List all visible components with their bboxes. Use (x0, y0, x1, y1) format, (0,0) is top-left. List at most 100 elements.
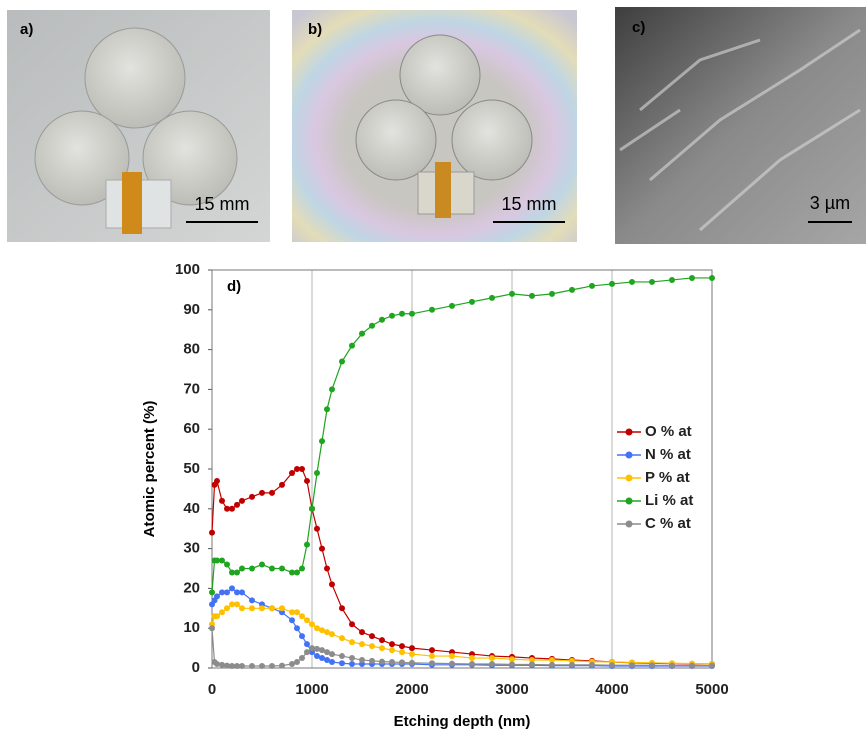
data-point (339, 358, 345, 365)
data-point (509, 661, 515, 668)
data-point (314, 625, 320, 632)
data-point (214, 661, 220, 668)
data-point (339, 635, 345, 642)
legend-label: P % at (645, 469, 690, 486)
y-tick-label: 30 (183, 540, 200, 557)
data-point (259, 663, 265, 670)
data-point (389, 641, 395, 648)
data-point (469, 298, 475, 305)
plot-frame (211, 269, 713, 669)
data-point (359, 629, 365, 636)
data-point (249, 605, 255, 612)
data-point (224, 605, 230, 612)
data-point (509, 656, 515, 663)
photo-c (615, 7, 866, 244)
data-point (249, 565, 255, 572)
data-point (289, 569, 295, 576)
data-point (669, 276, 675, 283)
data-point (409, 310, 415, 317)
data-point (304, 477, 310, 484)
data-point (309, 645, 315, 652)
data-point (239, 605, 245, 612)
data-point (509, 290, 515, 297)
y-tick-label: 10 (183, 619, 200, 636)
data-point (329, 651, 335, 658)
data-point (314, 653, 320, 660)
data-point (249, 493, 255, 500)
y-tick-label: 40 (183, 500, 200, 517)
data-point (299, 565, 305, 572)
data-point (324, 406, 330, 413)
data-point (294, 466, 300, 472)
y-tick-label: 60 (183, 420, 200, 437)
data-point (289, 661, 295, 668)
data-point (234, 501, 240, 508)
series-line (211, 603, 713, 665)
data-point (234, 569, 240, 576)
data-point (299, 655, 305, 662)
series-line (211, 277, 712, 593)
y-tick-label: 50 (183, 460, 200, 477)
data-point (689, 274, 695, 281)
data-point (389, 647, 395, 654)
data-point (349, 621, 355, 628)
data-point (249, 663, 255, 670)
data-point (429, 660, 435, 667)
x-tick-label: 0 (208, 681, 216, 698)
data-point (429, 306, 435, 313)
data-point (224, 561, 230, 568)
data-point (239, 497, 245, 504)
data-point (309, 621, 315, 628)
data-point (324, 565, 330, 572)
panel-label: b) (308, 21, 322, 38)
data-point (279, 565, 285, 572)
data-point (469, 655, 475, 662)
data-point (399, 659, 405, 666)
data-point (224, 505, 230, 512)
data-point (289, 469, 295, 476)
data-point (589, 661, 595, 668)
legend-swatch (625, 474, 633, 482)
data-point (309, 505, 315, 512)
data-point (249, 597, 255, 604)
scale-label: 15 mm (194, 194, 249, 214)
data-point (409, 651, 415, 658)
data-point (429, 653, 435, 660)
data-point (209, 529, 215, 536)
data-point (489, 661, 495, 668)
data-point (209, 589, 215, 596)
data-point (529, 661, 535, 668)
data-point (299, 613, 305, 620)
data-point (649, 278, 655, 285)
series-line (211, 587, 712, 667)
series-line (211, 628, 712, 667)
data-point (359, 330, 365, 337)
data-point (289, 609, 295, 616)
legend-swatch (625, 497, 633, 505)
data-point (449, 302, 455, 309)
data-point (304, 617, 310, 624)
data-point (449, 660, 455, 667)
x-tick-label: 1000 (295, 681, 328, 698)
y-tick-label: 0 (192, 659, 200, 676)
data-point (304, 649, 310, 656)
data-point (224, 662, 230, 669)
chart-annotation: d) (227, 278, 241, 295)
data-point (214, 477, 220, 484)
data-point (339, 660, 345, 667)
data-point (209, 625, 215, 632)
data-point (299, 633, 305, 640)
data-point (349, 655, 355, 662)
data-point (224, 589, 230, 596)
data-point (214, 557, 220, 564)
data-point (609, 662, 615, 669)
y-tick-label: 20 (183, 579, 200, 596)
x-axis-title: Etching depth (nm) (394, 713, 531, 730)
data-point (229, 585, 235, 592)
data-point (399, 643, 405, 650)
photo-b (292, 10, 577, 242)
y-tick-label: 100 (175, 261, 200, 278)
data-point (289, 617, 295, 624)
data-point (314, 645, 320, 652)
